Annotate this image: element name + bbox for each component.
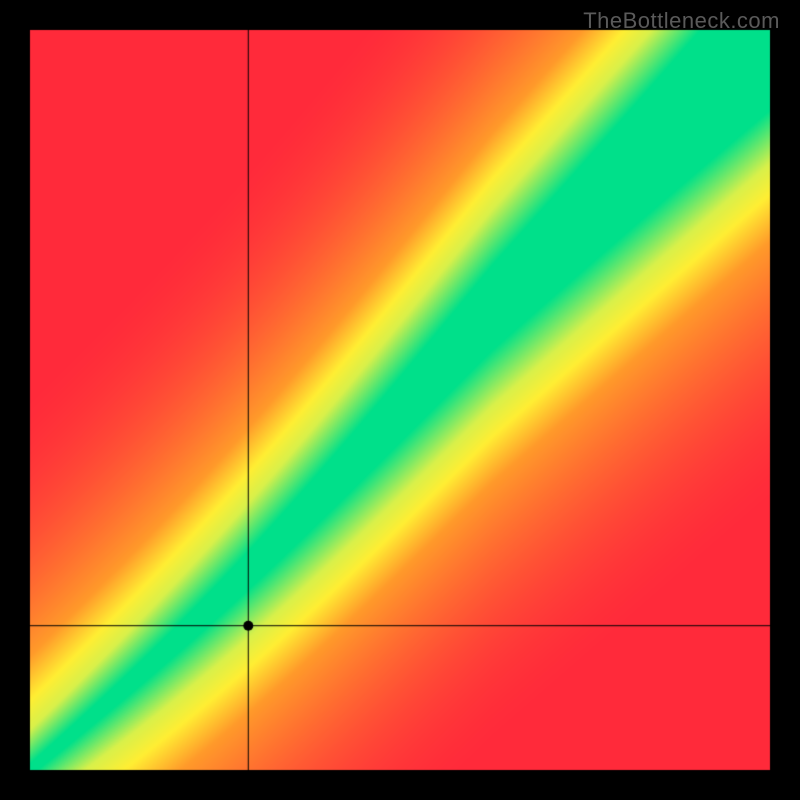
heatmap-canvas xyxy=(0,0,800,800)
watermark-text: TheBottleneck.com xyxy=(583,8,780,34)
chart-container: TheBottleneck.com xyxy=(0,0,800,800)
